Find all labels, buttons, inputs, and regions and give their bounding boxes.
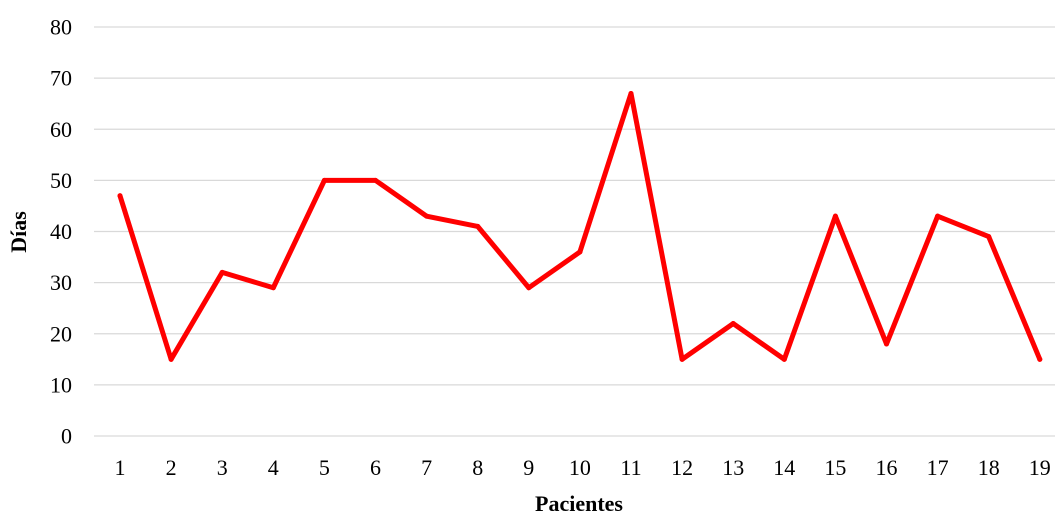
- x-tick-label: 19: [1029, 455, 1051, 480]
- data-point: [424, 213, 430, 219]
- y-tick-label: 50: [50, 168, 72, 193]
- data-point: [117, 193, 123, 199]
- x-tick-label: 4: [268, 455, 279, 480]
- y-axis-ticks: 0 10 20 30 40 50 60 70 80: [50, 15, 72, 449]
- data-point: [475, 223, 481, 229]
- data-point: [321, 177, 327, 183]
- x-tick-label: 1: [115, 455, 126, 480]
- x-tick-label: 2: [166, 455, 177, 480]
- data-point: [935, 213, 941, 219]
- data-point: [168, 356, 174, 362]
- x-tick-label: 16: [876, 455, 898, 480]
- x-tick-label: 17: [927, 455, 949, 480]
- data-point: [577, 249, 583, 255]
- data-point: [219, 269, 225, 275]
- data-point: [1037, 356, 1043, 362]
- data-point: [373, 177, 378, 183]
- x-tick-label: 6: [370, 455, 381, 480]
- x-tick-label: 10: [569, 455, 591, 480]
- y-tick-label: 0: [61, 424, 72, 449]
- data-point: [628, 90, 634, 96]
- data-point: [679, 356, 685, 362]
- series-line: [117, 90, 1043, 362]
- x-tick-label: 18: [978, 455, 1000, 480]
- y-tick-label: 20: [50, 321, 72, 346]
- x-tick-label: 15: [824, 455, 846, 480]
- y-tick-label: 80: [50, 15, 72, 40]
- data-point: [730, 321, 736, 327]
- x-axis-title: Pacientes: [535, 491, 623, 516]
- x-tick-label: 11: [620, 455, 641, 480]
- data-point: [526, 285, 532, 291]
- data-point: [884, 341, 889, 347]
- gridlines: [94, 26, 1055, 437]
- x-tick-label: 7: [421, 455, 432, 480]
- data-point: [270, 285, 276, 291]
- x-tick-label: 9: [523, 455, 534, 480]
- x-tick-label: 3: [217, 455, 228, 480]
- x-tick-label: 14: [773, 455, 795, 480]
- y-tick-label: 30: [50, 270, 72, 295]
- data-point: [832, 213, 838, 219]
- y-tick-label: 70: [50, 66, 72, 91]
- data-point: [781, 356, 787, 362]
- x-tick-label: 5: [319, 455, 330, 480]
- y-tick-label: 60: [50, 117, 72, 142]
- series-layer: [117, 90, 1043, 362]
- y-tick-label: 10: [50, 372, 72, 397]
- x-tick-label: 8: [472, 455, 483, 480]
- y-axis-title: Días: [6, 211, 31, 253]
- x-tick-label: 12: [671, 455, 693, 480]
- x-tick-label: 13: [722, 455, 744, 480]
- x-axis-ticks: 1 2 3 4 5 6 7 8 9 10 11 12 13 14 15 16 17 18 19: [115, 455, 1051, 480]
- data-point: [986, 234, 992, 240]
- y-tick-label: 40: [50, 219, 72, 244]
